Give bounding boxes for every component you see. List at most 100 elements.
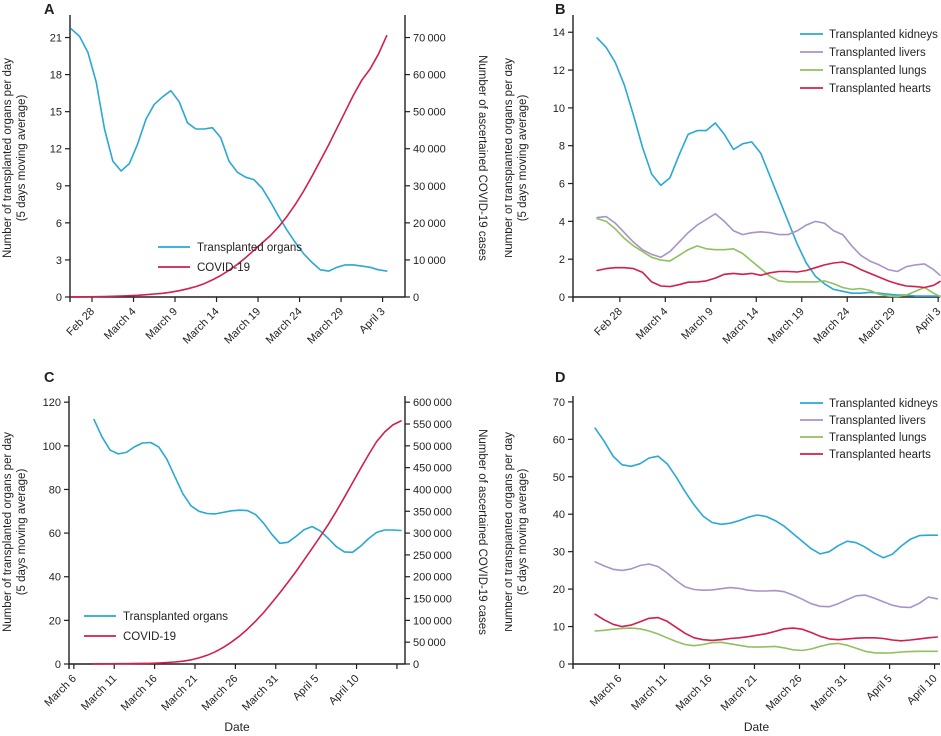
- right-axis-tick-label: 300 000: [413, 528, 452, 540]
- right-axis-tick-label: 70 000: [413, 33, 446, 45]
- legend-label: Transplanted livers: [829, 47, 926, 59]
- x-axis-tick-label: March 26: [764, 673, 805, 714]
- right-axis-tick-label: 0: [413, 659, 419, 671]
- x-axis-tick-label: March 21: [159, 673, 200, 714]
- y-axis-tick-label: 40: [553, 509, 565, 521]
- y-axis-tick-label: 12: [50, 144, 62, 156]
- series-line-livers: [596, 213, 941, 277]
- y-axis-tick-label: 0: [56, 292, 62, 304]
- right-axis-tick-label: 50 000: [413, 107, 446, 119]
- legend-label: Transplanted kidneys: [829, 29, 938, 41]
- right-axis-tick-label: 10 000: [413, 255, 446, 267]
- panel-letter: B: [555, 2, 565, 18]
- x-axis-tick-label: March 9: [144, 306, 181, 343]
- panel-b: B 0 2 4 6 8 10 12 14 Feb 28 March 4 March 9 March 14…: [503, 0, 941, 368]
- series-line-covid: [93, 420, 402, 665]
- right-axis-tick-label: 20 000: [413, 218, 446, 230]
- x-axis-tick-label: April 5: [291, 673, 322, 704]
- x-axis-tick-label: March 11: [79, 673, 119, 713]
- right-axis-tick-label: 250 000: [413, 550, 452, 562]
- x-axis-tick-label: March 19: [222, 306, 263, 347]
- y-axis-tick-label: 60: [49, 528, 61, 540]
- panel-b-chart: B 0 2 4 6 8 10 12 14 Feb 28 March 4 March 9 March 14…: [503, 2, 941, 347]
- y-axis-tick-label: 10: [553, 103, 565, 115]
- x-axis-tick-label: March 16: [674, 673, 715, 714]
- x-axis-tick-label: April 10: [327, 673, 362, 708]
- right-axis-tick-label: 600 000: [413, 397, 452, 409]
- y-axis-label-line2: (5 days moving average): [16, 95, 28, 222]
- series-line-covid: [70, 34, 388, 298]
- y-axis-tick-label: 4: [559, 216, 565, 228]
- y-axis-tick-label: 0: [559, 292, 565, 304]
- x-axis-tick-label: March 9: [679, 306, 716, 343]
- legend-label: COVID-19: [123, 631, 176, 643]
- y-axis-tick-label: 20: [553, 584, 565, 596]
- y-axis-tick-label: 14: [553, 27, 565, 39]
- x-axis-tick-label: March 11: [629, 673, 669, 713]
- x-axis-tick-label: April 3: [913, 306, 941, 337]
- y-axis-tick-label: 80: [49, 484, 61, 496]
- right-axis-tick-label: 0: [413, 292, 419, 304]
- x-axis-tick-label: March 31: [809, 673, 850, 714]
- y-axis-tick-label: 0: [559, 659, 565, 671]
- right-axis-tick-label: 400 000: [413, 484, 452, 496]
- panel-letter: A: [44, 2, 55, 18]
- x-axis-tick-label: March 24: [264, 306, 305, 347]
- y-axis-tick-label: 8: [559, 141, 565, 153]
- right-axis-label: Number of ascertained COVID-19 cases: [476, 429, 488, 635]
- y-axis-tick-label: 10: [553, 622, 565, 634]
- series-line-hearts: [594, 613, 939, 642]
- right-axis-tick-label: 350 000: [413, 506, 452, 518]
- legend-label: Transplanted lungs: [829, 432, 927, 444]
- panel-letter: D: [555, 370, 565, 386]
- y-axis-tick-label: 70: [553, 397, 565, 409]
- right-axis-tick-label: 450 000: [413, 463, 452, 475]
- x-axis-tick-label: March 14: [181, 306, 222, 347]
- right-axis-tick-label: 500 000: [413, 441, 452, 453]
- y-axis-label-line2: (5 days moving average): [517, 95, 529, 222]
- y-axis-tick-label: 20: [49, 615, 61, 627]
- y-axis-tick-label: 3: [56, 255, 62, 267]
- right-axis-tick-label: 550 000: [413, 419, 452, 431]
- series-line-kidneys: [596, 37, 941, 297]
- series-line-livers: [594, 561, 939, 609]
- panel-letter: C: [44, 370, 55, 386]
- legend-label: Transplanted organs: [197, 242, 302, 254]
- x-axis-tick-label: March 26: [200, 673, 241, 714]
- right-axis-tick-label: 100 000: [413, 615, 452, 627]
- series-line-lungs: [594, 627, 939, 654]
- right-axis-tick-label: 40 000: [413, 144, 446, 156]
- right-axis-label: Number of ascertained COVID-19 cases: [476, 55, 488, 261]
- right-axis-tick-label: 50 000: [413, 637, 446, 649]
- series-line-transplanted_organs: [93, 418, 402, 554]
- legend-label: Transplanted lungs: [829, 65, 927, 77]
- right-axis-tick-label: 200 000: [413, 572, 452, 584]
- legend-label: Transplanted organs: [123, 611, 228, 623]
- legend-label: Transplanted hearts: [829, 449, 931, 461]
- x-axis-tick-label: Feb 28: [64, 306, 97, 339]
- y-axis-tick-label: 21: [50, 33, 62, 45]
- y-axis-tick-label: 0: [55, 659, 61, 671]
- y-axis-tick-label: 60: [553, 434, 565, 446]
- y-axis-tick-label: 12: [553, 65, 565, 77]
- y-axis-tick-label: 2: [559, 254, 565, 266]
- x-axis-tick-label: March 14: [720, 306, 761, 347]
- legend-label: COVID-19: [197, 262, 250, 274]
- legend-label: Transplanted livers: [829, 415, 926, 427]
- legend-label: Transplanted hearts: [829, 83, 931, 95]
- series-line-lungs: [596, 217, 941, 298]
- y-axis-tick-label: 120: [43, 397, 61, 409]
- x-axis-tick-label: March 29: [857, 306, 898, 347]
- y-axis-label-line1: Number of transplanted organs per day: [2, 432, 14, 632]
- panel-c: C 0 20 40 60 80 100 120 March 6 March 11 March 16 M…: [0, 368, 505, 736]
- y-axis-label-line2: (5 days moving average): [16, 469, 28, 596]
- y-axis-label-line1: Number of transplanted organs per day: [505, 432, 515, 632]
- x-axis-label: Date: [744, 720, 770, 734]
- y-axis-tick-label: 50: [553, 472, 565, 484]
- x-axis-tick-label: April 3: [357, 306, 388, 337]
- y-axis-tick-label: 40: [49, 572, 61, 584]
